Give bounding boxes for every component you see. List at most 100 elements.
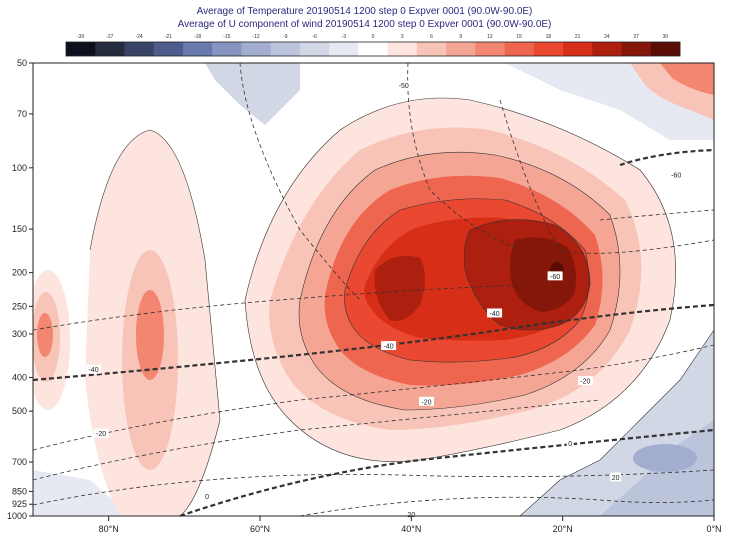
- colorbar-frame: [65, 41, 681, 57]
- colorbar-tick-label: 15: [516, 34, 522, 40]
- wind-contour-dashed-9: [599, 209, 714, 221]
- contour-label: 0: [205, 494, 209, 501]
- y-tick-label: 100: [12, 163, 27, 173]
- colorbar-swatch: [358, 42, 388, 56]
- contour-label: -20: [421, 399, 431, 406]
- contour-label-bg: [566, 438, 574, 448]
- contour-label: -60: [671, 173, 681, 180]
- wind-contour-0: [179, 428, 714, 516]
- wind-contour-dashed-3: [33, 284, 521, 331]
- y-tick-label: 250: [12, 301, 27, 311]
- x-tick-label: 20°N: [553, 524, 573, 534]
- colorbar-tick-label: 9: [459, 34, 462, 40]
- colorbar-swatch: [387, 42, 418, 56]
- contour-label: -60: [550, 274, 560, 281]
- temperature-contours: [89, 97, 714, 516]
- contour-label-bg: [487, 308, 503, 318]
- colorbar-swatch: [592, 42, 622, 56]
- warm-column-90N-3: [37, 313, 53, 357]
- chart-title-wind: Average of U component of wind 20190514 …: [177, 19, 552, 30]
- wind-contour-dashed-8: [299, 496, 714, 516]
- contour-label: 20: [407, 512, 415, 519]
- colorbar-swatch: [446, 42, 476, 56]
- colorbar-tick-label: -24: [135, 34, 142, 40]
- x-axis: 80°N 60°N 40°N 20°N 0°N: [99, 516, 722, 534]
- colorbar-swatch: [621, 42, 652, 56]
- colorbar-swatch: [212, 42, 242, 56]
- y-tick-label: 70: [17, 109, 27, 119]
- y-tick-label: 500: [12, 406, 27, 416]
- cold-blob-right: [633, 444, 697, 472]
- colorbar-tick-label: -3: [342, 34, 347, 40]
- colorbar-swatch: [182, 42, 213, 56]
- colorbar-tick-label: 21: [575, 34, 581, 40]
- contour-label-bg: [396, 80, 412, 90]
- contour-label-bg: [405, 509, 417, 519]
- y-tick-label: 300: [12, 329, 27, 339]
- colorbar-tick-label: 12: [487, 34, 493, 40]
- colorbar-tick-label: 27: [633, 34, 639, 40]
- contour-label: -40: [88, 367, 98, 374]
- colorbar-tick-label: -9: [283, 34, 288, 40]
- wind-contour-dashed-1: [33, 344, 714, 451]
- y-tick-label: 150: [12, 224, 27, 234]
- x-tick-label: 60°N: [250, 524, 270, 534]
- colorbar-tick-label: 0: [372, 34, 375, 40]
- warm-core-2: [510, 237, 576, 312]
- y-tick-label: 1000: [7, 511, 27, 521]
- contour-label-bg: [577, 376, 593, 386]
- colorbar-tick-label: -6: [312, 34, 317, 40]
- wind-contour-dashed-4: [239, 63, 361, 301]
- chart-title-temperature: Average of Temperature 20190514 1200 ste…: [196, 6, 533, 17]
- colorbar-tick-label: -12: [252, 34, 259, 40]
- wind-contour-minus60-right: [619, 148, 714, 167]
- colorbar-swatch: [416, 42, 447, 56]
- contour-label: -40: [490, 311, 500, 318]
- y-tick-label: 850: [12, 486, 27, 496]
- colorbar-tick-label: 3: [401, 34, 404, 40]
- contour-label-bg: [547, 271, 563, 281]
- contour-label-bg: [93, 428, 109, 438]
- colorbar-swatch: [329, 42, 359, 56]
- colorbar-tick-label: -15: [223, 34, 230, 40]
- colorbar-tick-label: -21: [165, 34, 172, 40]
- wind-contour-dashed-5: [407, 63, 521, 251]
- colorbar-tick-label: 6: [430, 34, 433, 40]
- contour-label-bg: [203, 491, 211, 501]
- contour-label: -20: [580, 379, 590, 386]
- contour-label-bg: [381, 341, 397, 351]
- warm-column-75N-3: [136, 290, 164, 380]
- y-tick-label: 400: [12, 372, 27, 382]
- temperature-field: [33, 63, 714, 516]
- warm-core-west: [374, 255, 425, 321]
- colorbar-swatch: [270, 42, 301, 56]
- colorbar-swatch: [563, 42, 593, 56]
- contour-label: -40: [384, 344, 394, 351]
- colorbar-tick-label: -30: [77, 34, 84, 40]
- y-tick-label: 200: [12, 268, 27, 278]
- colorbar-swatch: [241, 42, 271, 56]
- y-tick-label: 50: [17, 58, 27, 68]
- colorbar: -30 -27 -24 -21 -18 -15 -12 -9 -6 -3 0 3 6 9 12 15 18 21 2…: [65, 34, 681, 57]
- contour-label: -20: [96, 431, 106, 438]
- y-tick-label: 700: [12, 457, 27, 467]
- cold-region-left-bottom: [33, 470, 130, 516]
- colorbar-tick-label: 24: [604, 34, 610, 40]
- colorbar-tick-label: 18: [546, 34, 552, 40]
- contour-label: 0: [568, 441, 572, 448]
- contour-labels: -50 -60 -40 -40 -40 -20 -20 -20 0 20 0 20 -60: [86, 80, 684, 519]
- x-tick-label: 80°N: [99, 524, 119, 534]
- warm-corner-top-right-2: [660, 63, 714, 95]
- colorbar-tick-label: -18: [194, 34, 201, 40]
- contour-label-bg: [610, 472, 622, 482]
- x-tick-label: 40°N: [401, 524, 421, 534]
- colorbar-swatch: [124, 42, 155, 56]
- plot-frame: [32, 62, 715, 517]
- colorbar-tick-label: 30: [663, 34, 669, 40]
- colorbar-swatch: [95, 42, 125, 56]
- colorbar-swatch: [153, 42, 184, 56]
- colorbar-swatch: [66, 42, 96, 56]
- colorbar-swatch: [475, 42, 505, 56]
- cold-region-top: [205, 63, 300, 125]
